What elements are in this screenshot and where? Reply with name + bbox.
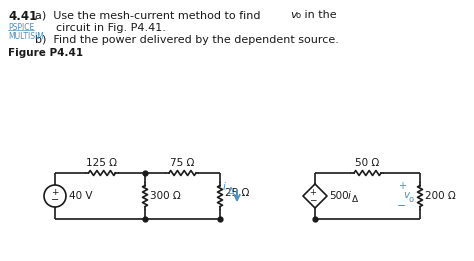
Text: i: i [223, 182, 226, 192]
Text: v: v [403, 190, 409, 200]
Text: v: v [290, 10, 297, 20]
Text: +: + [398, 181, 406, 191]
Text: 40 V: 40 V [69, 191, 92, 201]
Text: 75 Ω: 75 Ω [170, 158, 195, 168]
Text: 25 Ω: 25 Ω [225, 188, 249, 198]
Text: PSPICE: PSPICE [8, 23, 34, 32]
Text: −: − [51, 195, 59, 205]
Text: Figure P4.41: Figure P4.41 [8, 48, 83, 58]
Text: Δ: Δ [352, 194, 358, 204]
Text: 200 Ω: 200 Ω [425, 191, 456, 201]
Text: −: − [397, 201, 407, 211]
Text: a)  Use the mesh-current method to find: a) Use the mesh-current method to find [35, 10, 264, 20]
Text: MULTISIM: MULTISIM [8, 32, 44, 41]
Text: in the: in the [301, 10, 337, 20]
Text: o: o [409, 194, 414, 204]
Text: +: + [51, 188, 59, 197]
Text: b)  Find the power delivered by the dependent source.: b) Find the power delivered by the depen… [35, 35, 339, 45]
Text: circuit in Fig. P4.41.: circuit in Fig. P4.41. [35, 23, 166, 33]
Text: 500: 500 [329, 191, 348, 201]
Text: 50 Ω: 50 Ω [356, 158, 380, 168]
Text: 125 Ω: 125 Ω [86, 158, 118, 168]
Text: o: o [296, 11, 301, 21]
Text: 300 Ω: 300 Ω [150, 191, 181, 201]
Text: 4.41: 4.41 [8, 10, 37, 23]
Text: i: i [348, 191, 351, 201]
Text: +: + [310, 188, 317, 197]
Text: Δ: Δ [228, 187, 234, 195]
Text: −: − [309, 195, 317, 205]
